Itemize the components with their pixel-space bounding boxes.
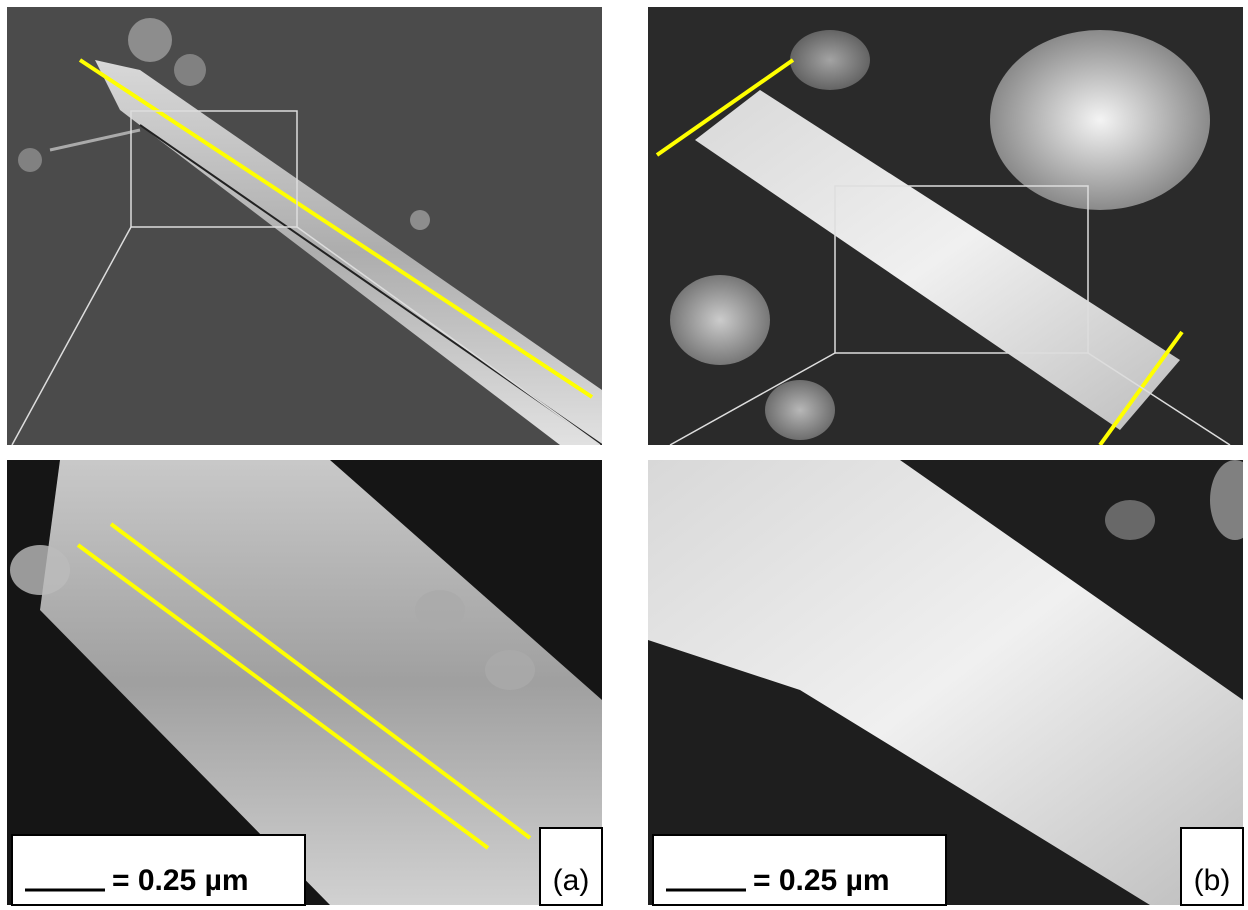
scale-label: = 0.25 µm	[753, 864, 890, 897]
panel-label: (a)	[553, 864, 590, 897]
scale-label: = 0.25 µm	[112, 864, 249, 897]
scale-box	[11, 834, 306, 906]
micrograph-a-detail	[7, 460, 602, 905]
scale-box	[652, 834, 947, 906]
micrograph-b-overview	[648, 7, 1243, 445]
panel-label-box	[539, 827, 603, 906]
panel-label-box	[1180, 827, 1244, 906]
micrograph-a-overview	[7, 7, 602, 445]
panel-label: (b)	[1194, 864, 1231, 897]
micrograph-b-detail	[648, 460, 1243, 905]
